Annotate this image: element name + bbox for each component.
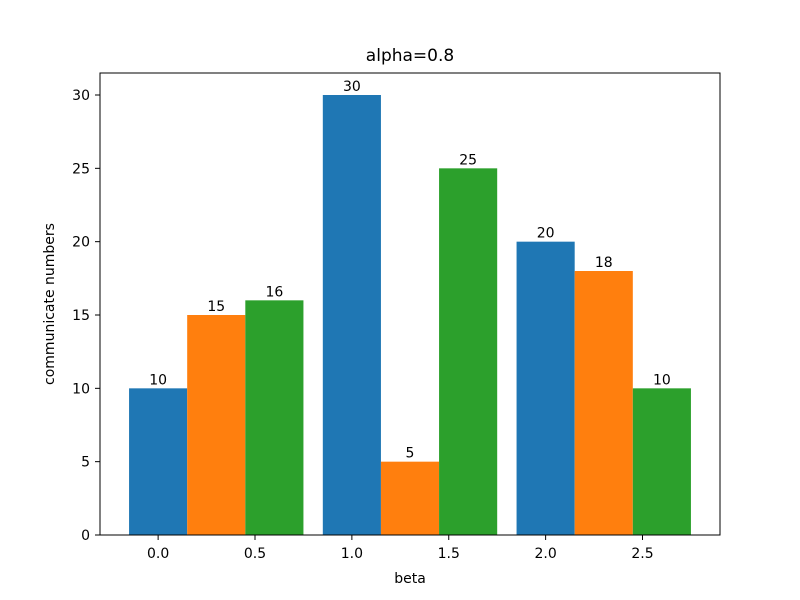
y-tick-label-6: 30 <box>72 88 90 104</box>
y-axis-label: communicate numbers <box>42 223 58 385</box>
x-tick-label-2: 1.0 <box>341 546 363 562</box>
bar-3 <box>322 95 381 535</box>
bar-value-label-6: 20 <box>537 226 555 242</box>
bar-4 <box>380 461 440 535</box>
y-tick-label-0: 0 <box>81 528 90 544</box>
data-labels-layer: 10 15 16 30 5 25 20 18 10 <box>149 79 671 462</box>
y-tick-label-1: 5 <box>81 455 90 471</box>
y-tick-label-3: 15 <box>72 308 90 324</box>
bars-layer <box>129 95 691 536</box>
y-tick-label-5: 25 <box>72 161 90 177</box>
bar-0 <box>129 388 188 535</box>
bar-value-label-1: 15 <box>207 299 225 315</box>
chart-title: alpha=0.8 <box>366 46 454 66</box>
bar-6 <box>516 241 575 535</box>
bar-8 <box>632 388 691 535</box>
bar-value-label-0: 10 <box>149 372 167 388</box>
y-tick-label-4: 20 <box>72 235 90 251</box>
x-axis-label: beta <box>394 571 426 587</box>
x-tick-label-4: 2.0 <box>534 546 556 562</box>
bar-1 <box>187 315 246 535</box>
x-axis: 0.0 0.5 1.0 1.5 2.0 2.5 <box>147 535 654 562</box>
bar-5 <box>439 168 498 536</box>
bar-value-label-8: 10 <box>653 372 671 388</box>
x-tick-label-5: 2.5 <box>631 546 653 562</box>
x-tick-label-3: 1.5 <box>438 546 460 562</box>
bar-2 <box>245 300 304 535</box>
plot-frame <box>99 72 721 536</box>
bar-7 <box>574 271 633 535</box>
x-tick-label-0: 0.0 <box>147 546 169 562</box>
bar-value-label-7: 18 <box>595 255 613 271</box>
bar-value-label-4: 5 <box>406 446 415 462</box>
bar-value-label-2: 16 <box>265 284 283 300</box>
bar-value-label-5: 25 <box>459 152 477 168</box>
y-axis: 0 5 10 15 20 25 30 <box>72 88 100 544</box>
bar-value-label-3: 30 <box>343 79 361 95</box>
x-tick-label-1: 0.5 <box>244 546 266 562</box>
y-tick-label-2: 10 <box>72 381 90 397</box>
